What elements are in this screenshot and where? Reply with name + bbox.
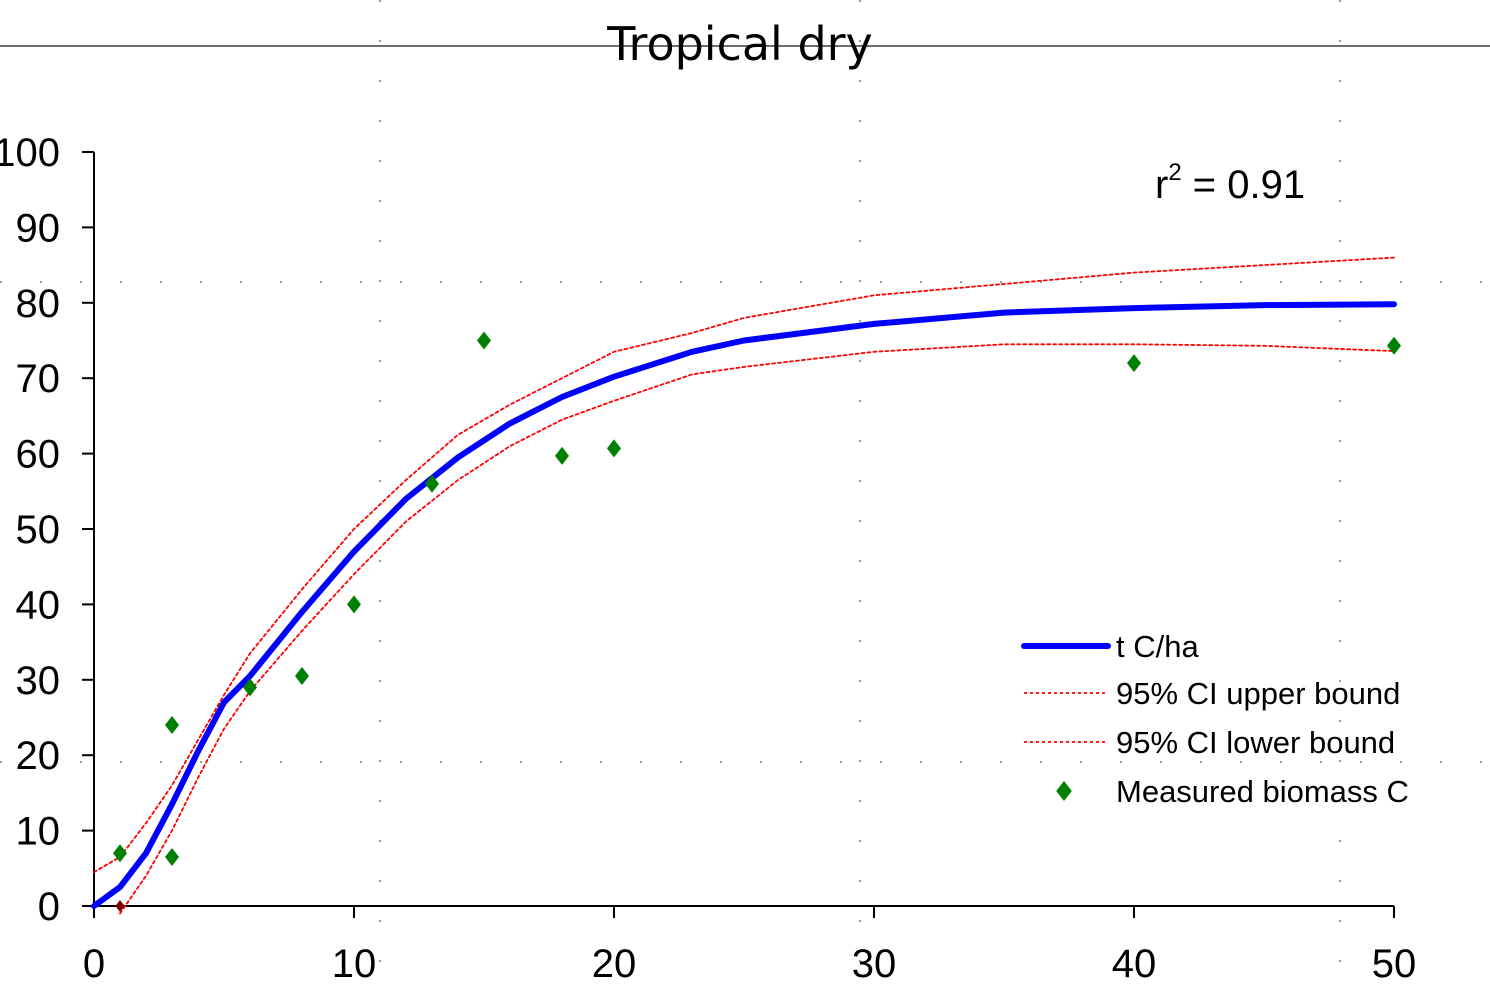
series-layer <box>91 256 1397 915</box>
chart-title: Tropical dry <box>606 17 873 71</box>
y-tick-label: 100 <box>0 131 60 175</box>
x-tick-label: 0 <box>83 942 105 986</box>
y-tick-label: 70 <box>16 357 61 401</box>
measured-biomass-point <box>476 331 492 350</box>
y-tick-label: 80 <box>16 282 61 326</box>
r-squared-base: r <box>1155 163 1168 207</box>
x-tick-label: 30 <box>852 942 897 986</box>
fitted-curve-line <box>91 301 1397 909</box>
ci-lower-bound-line <box>119 343 1395 915</box>
legend-label: t C/ha <box>1116 629 1199 664</box>
measured-biomass-point <box>346 595 362 614</box>
legend-label: 95% CI upper bound <box>1116 676 1400 711</box>
y-tick-label: 50 <box>16 508 61 552</box>
points-layer <box>112 331 1402 912</box>
r-squared-annotation: r2 = 0.91 <box>1155 159 1305 207</box>
y-tick-label: 30 <box>16 659 61 703</box>
measured-biomass-point <box>164 716 180 735</box>
x-tick-label: 50 <box>1372 942 1417 986</box>
legend-label: Measured biomass C <box>1116 774 1409 809</box>
measured-biomass-point <box>606 439 622 458</box>
measured-biomass-point <box>164 847 180 866</box>
measured-biomass-point <box>424 474 440 493</box>
r-squared-superscript: 2 <box>1168 159 1181 186</box>
legend: t C/ha 95% CI upper bound 95% CI lower bou… <box>1021 629 1409 809</box>
legend-marker-measured <box>1056 781 1072 801</box>
measured-biomass-point <box>242 678 258 697</box>
measured-biomass-point <box>112 844 128 863</box>
measured-biomass-point <box>294 667 310 686</box>
legend-label: 95% CI lower bound <box>1116 725 1395 760</box>
x-tick-label: 10 <box>332 942 377 986</box>
axes: 0 10 20 30 40 50 60 70 80 90 100 0 10 20 30 40 50 <box>0 131 1416 986</box>
x-tick-label: 20 <box>592 942 637 986</box>
y-tick-label: 90 <box>16 206 61 250</box>
y-tick-label: 40 <box>16 583 61 627</box>
measured-biomass-point <box>1126 354 1142 373</box>
measured-biomass-point <box>1386 336 1402 355</box>
extra-point <box>115 900 125 912</box>
r-squared-value: = 0.91 <box>1182 163 1305 207</box>
y-tick-label: 0 <box>38 885 60 929</box>
y-tick-label: 20 <box>16 734 61 778</box>
measured-biomass-point <box>554 446 570 465</box>
y-tick-label: 60 <box>16 433 61 477</box>
x-tick-label: 40 <box>1112 942 1157 986</box>
y-tick-label: 10 <box>16 810 61 854</box>
ci-upper-bound-line <box>93 256 1395 873</box>
